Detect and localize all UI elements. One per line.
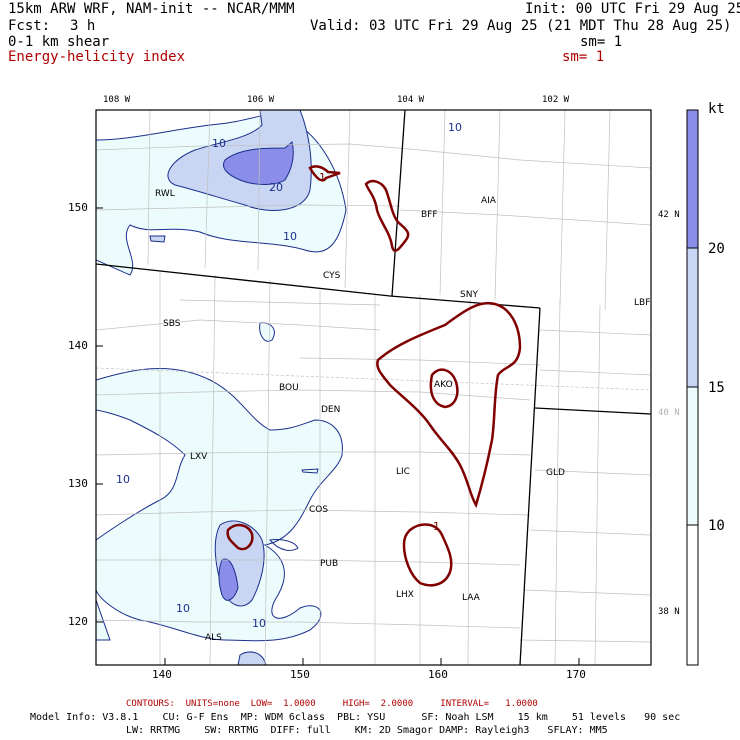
contour-info: CONTOURS: UNITS=none LOW= 1.0000 HIGH= 2…	[126, 699, 538, 709]
shear-20kt-area	[218, 141, 294, 601]
city-sbs: SBS	[163, 319, 181, 329]
shear-contour-label: 10	[176, 602, 190, 615]
city-labels: RWL BFF AIA CYS SNY LBF SBS AKO BOU DEN …	[155, 189, 650, 643]
city-laa: LAA	[462, 593, 481, 603]
colorbar-label: 20	[708, 241, 725, 257]
city-als: ALS	[205, 633, 222, 643]
colorbar-unit: kt	[708, 101, 725, 117]
lon-label: 108 W	[103, 95, 131, 105]
shear-contour-label: 10	[212, 137, 226, 150]
shear-contour-label: 10	[448, 121, 462, 134]
model-info-2: LW: RRTMG SW: RRTMG DIFF: full KM: 2D Sm…	[126, 725, 608, 736]
x-tick-label: 160	[428, 668, 448, 681]
city-lic: LIC	[396, 467, 410, 477]
city-lbf: LBF	[634, 298, 650, 308]
field1-name: 0-1 km shear	[8, 34, 110, 50]
y-tick-label: 120	[68, 615, 88, 628]
x-tick-label: 150	[290, 668, 310, 681]
city-pub: PUB	[320, 559, 338, 569]
forecast-hour: 3 h	[70, 18, 96, 34]
x-tick-label: 140	[152, 668, 172, 681]
city-lxv: LXV	[190, 452, 208, 462]
y-tick-label: 140	[68, 339, 88, 352]
ehi-contours	[226, 165, 522, 587]
city-aia: AIA	[481, 196, 497, 206]
axis-ticks	[96, 207, 580, 665]
city-rwl: RWL	[155, 189, 175, 199]
shear-contour-label: 20	[269, 181, 283, 194]
map-title: 15km ARW WRF, NAM-init -- NCAR/MMM	[8, 1, 295, 17]
field1-smoothing: sm= 1	[580, 34, 623, 50]
shear-contour-label: 10	[252, 617, 266, 630]
city-den: DEN	[321, 405, 340, 415]
city-sny: SNY	[460, 290, 478, 300]
city-ako: AKO	[434, 380, 453, 390]
x-tick-label: 170	[566, 668, 586, 681]
colorbar-above-20	[687, 110, 698, 248]
model-info: Model Info: V3.8.1 CU: G-F Ens MP: WDM 6…	[30, 712, 681, 723]
city-cos: COS	[309, 505, 328, 515]
init-time: Init: 00 UTC Fri 29 Aug 25	[525, 1, 740, 17]
city-bff: BFF	[421, 210, 438, 220]
lon-label: 104 W	[397, 95, 425, 105]
map-frame	[95, 109, 652, 666]
field2-smoothing: sm= 1	[562, 49, 605, 65]
ehi-contour-label: 1	[433, 520, 440, 533]
shear-contour-label: 10	[283, 230, 297, 243]
colorbar-below-10	[687, 525, 698, 665]
lat-label: 42 N	[658, 210, 680, 220]
colorbar-15-20	[687, 248, 698, 387]
lon-label: 106 W	[247, 95, 275, 105]
shear-contour-label: 10	[116, 473, 130, 486]
ehi-contour-label-group: 1 1	[319, 171, 440, 533]
city-bou: BOU	[279, 383, 299, 393]
colorbar-label: 10	[708, 518, 725, 534]
y-tick-label: 130	[68, 477, 88, 490]
lat-label: 38 N	[658, 607, 680, 617]
field2-name: Energy-helicity index	[8, 49, 186, 65]
ehi-contour-label: 1	[319, 171, 326, 184]
colorbar-label: 15	[708, 380, 725, 396]
valid-time: Valid: 03 UTC Fri 29 Aug 25 (21 MDT Thu …	[310, 18, 732, 34]
colorbar	[686, 109, 699, 666]
forecast-label: Fcst:	[8, 18, 51, 34]
colorbar-10-15	[687, 387, 698, 525]
city-cys: CYS	[323, 271, 341, 281]
shear-small-contours	[269, 468, 319, 551]
y-tick-label: 150	[68, 201, 88, 214]
city-lhx: LHX	[396, 590, 414, 600]
city-gld: GLD	[546, 468, 565, 478]
lon-label: 102 W	[542, 95, 570, 105]
shear-contour-label-group: 10 20 10 10 10 10 10	[116, 121, 462, 630]
county-lines	[96, 110, 651, 665]
lat-label: 40 N	[658, 408, 680, 418]
